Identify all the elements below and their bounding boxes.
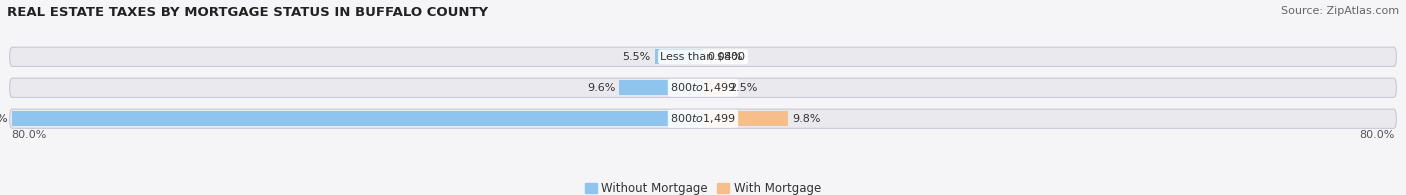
Legend: Without Mortgage, With Mortgage: Without Mortgage, With Mortgage [581,177,825,195]
FancyBboxPatch shape [10,47,1396,66]
Bar [655,49,703,64]
Text: 9.6%: 9.6% [586,83,616,93]
Bar [13,111,703,126]
Text: $800 to $1,499: $800 to $1,499 [671,81,735,94]
Text: 9.8%: 9.8% [793,114,821,124]
Text: Source: ZipAtlas.com: Source: ZipAtlas.com [1281,6,1399,16]
Text: 79.4%: 79.4% [0,114,8,124]
Text: Less than $800: Less than $800 [661,52,745,62]
Text: $800 to $1,499: $800 to $1,499 [671,112,735,125]
Bar [703,111,789,126]
FancyBboxPatch shape [10,78,1396,97]
Bar [703,80,724,95]
Bar [620,80,703,95]
Text: 80.0%: 80.0% [1360,130,1395,140]
Text: 80.0%: 80.0% [11,130,46,140]
FancyBboxPatch shape [10,109,1396,128]
Text: REAL ESTATE TAXES BY MORTGAGE STATUS IN BUFFALO COUNTY: REAL ESTATE TAXES BY MORTGAGE STATUS IN … [7,6,488,19]
Text: 5.5%: 5.5% [623,52,651,62]
Text: 2.5%: 2.5% [730,83,758,93]
Text: 0.04%: 0.04% [707,52,744,62]
